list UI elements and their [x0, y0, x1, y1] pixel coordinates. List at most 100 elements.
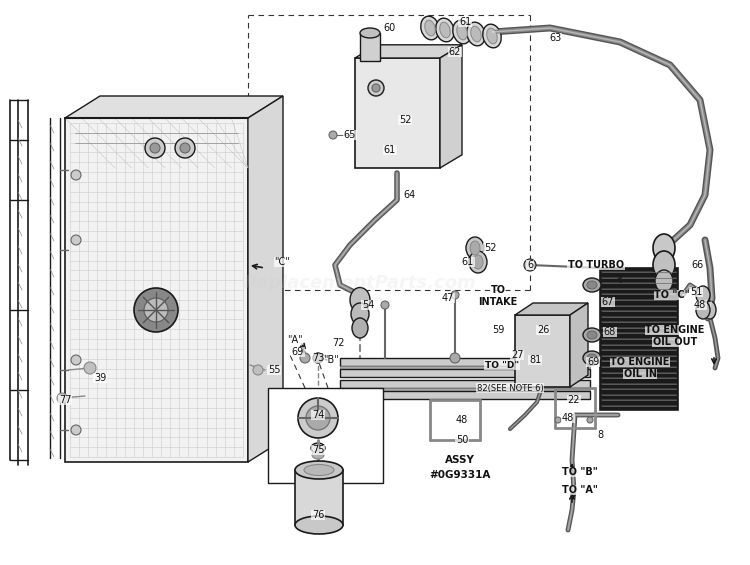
- Ellipse shape: [360, 28, 380, 38]
- Ellipse shape: [466, 237, 484, 259]
- Bar: [340, 380, 590, 388]
- Text: 48: 48: [694, 300, 706, 310]
- Ellipse shape: [312, 451, 324, 459]
- Circle shape: [372, 84, 380, 92]
- Bar: [295, 470, 343, 525]
- Polygon shape: [355, 45, 462, 58]
- Text: TO "C": TO "C": [654, 290, 690, 300]
- Polygon shape: [65, 96, 283, 118]
- Text: 67: 67: [602, 297, 614, 307]
- Circle shape: [368, 80, 384, 96]
- Ellipse shape: [304, 464, 334, 476]
- Ellipse shape: [436, 18, 454, 42]
- Circle shape: [555, 417, 561, 423]
- Bar: [65, 118, 248, 462]
- Text: 61: 61: [459, 17, 471, 27]
- Text: 48: 48: [456, 415, 468, 425]
- Circle shape: [57, 393, 67, 403]
- Text: 60: 60: [384, 23, 396, 33]
- Text: 68: 68: [604, 327, 616, 337]
- Text: 55: 55: [268, 365, 280, 375]
- Circle shape: [84, 362, 96, 374]
- Ellipse shape: [295, 516, 343, 534]
- Text: 64: 64: [404, 190, 416, 200]
- Text: 65: 65: [344, 130, 356, 140]
- Ellipse shape: [350, 288, 370, 312]
- Ellipse shape: [655, 270, 673, 292]
- Circle shape: [450, 353, 460, 363]
- Text: OIL OUT: OIL OUT: [652, 337, 698, 347]
- Text: 72: 72: [332, 338, 344, 348]
- Ellipse shape: [466, 22, 485, 46]
- Ellipse shape: [424, 20, 435, 36]
- Ellipse shape: [469, 251, 487, 273]
- Circle shape: [524, 259, 536, 271]
- Ellipse shape: [311, 443, 325, 453]
- Bar: [340, 366, 590, 369]
- Text: ASSY: ASSY: [445, 455, 475, 465]
- Bar: [340, 369, 590, 377]
- Text: TO ENGINE: TO ENGINE: [645, 325, 705, 335]
- Ellipse shape: [704, 301, 716, 319]
- Ellipse shape: [457, 24, 467, 40]
- Circle shape: [71, 235, 81, 245]
- Circle shape: [145, 138, 165, 158]
- Text: 76: 76: [312, 510, 324, 520]
- Bar: [340, 391, 590, 399]
- Bar: [600, 268, 678, 410]
- Circle shape: [298, 398, 338, 438]
- Polygon shape: [440, 45, 462, 168]
- Text: 66: 66: [692, 260, 704, 270]
- Circle shape: [306, 406, 330, 430]
- Circle shape: [180, 143, 190, 153]
- Circle shape: [150, 143, 160, 153]
- Text: 54: 54: [362, 300, 374, 310]
- Text: 62: 62: [448, 47, 461, 57]
- Text: 6: 6: [527, 260, 533, 270]
- Bar: [340, 358, 590, 366]
- Bar: [340, 388, 590, 391]
- Circle shape: [313, 353, 323, 363]
- Ellipse shape: [440, 22, 450, 38]
- Ellipse shape: [583, 278, 601, 292]
- Text: 26: 26: [537, 325, 549, 335]
- Text: TO "B": TO "B": [562, 467, 598, 477]
- Ellipse shape: [295, 461, 343, 479]
- Text: TO TURBO: TO TURBO: [568, 260, 624, 270]
- Ellipse shape: [696, 286, 710, 304]
- Ellipse shape: [487, 28, 497, 44]
- Ellipse shape: [653, 234, 675, 262]
- Text: "B": "B": [323, 355, 339, 365]
- Ellipse shape: [483, 24, 501, 48]
- Text: TO "D": TO "D": [485, 360, 519, 370]
- Ellipse shape: [583, 328, 601, 342]
- Polygon shape: [570, 303, 588, 387]
- Text: TO "A": TO "A": [562, 485, 598, 495]
- Text: 69: 69: [586, 357, 599, 367]
- Text: 59: 59: [492, 325, 504, 335]
- Text: 61: 61: [462, 257, 474, 267]
- Circle shape: [300, 353, 310, 363]
- Text: 69: 69: [292, 347, 304, 357]
- Ellipse shape: [470, 241, 480, 255]
- Text: "C": "C": [274, 257, 290, 267]
- Text: 63: 63: [549, 33, 561, 43]
- Bar: [355, 58, 440, 168]
- Text: ReplacementParts.com: ReplacementParts.com: [244, 273, 476, 292]
- Circle shape: [71, 170, 81, 180]
- Bar: [515, 315, 570, 387]
- Text: #0G9331A: #0G9331A: [429, 470, 490, 480]
- Text: 52: 52: [484, 243, 496, 253]
- Polygon shape: [248, 96, 283, 462]
- Text: TO ENGINE: TO ENGINE: [610, 357, 670, 367]
- Text: 61: 61: [384, 145, 396, 155]
- Text: 50: 50: [456, 435, 468, 445]
- Text: INTAKE: INTAKE: [478, 297, 518, 307]
- Text: 48: 48: [562, 413, 574, 423]
- Text: 81: 81: [529, 355, 542, 365]
- Circle shape: [587, 417, 593, 423]
- Ellipse shape: [352, 318, 368, 338]
- Circle shape: [253, 365, 263, 375]
- Circle shape: [71, 425, 81, 435]
- Circle shape: [175, 138, 195, 158]
